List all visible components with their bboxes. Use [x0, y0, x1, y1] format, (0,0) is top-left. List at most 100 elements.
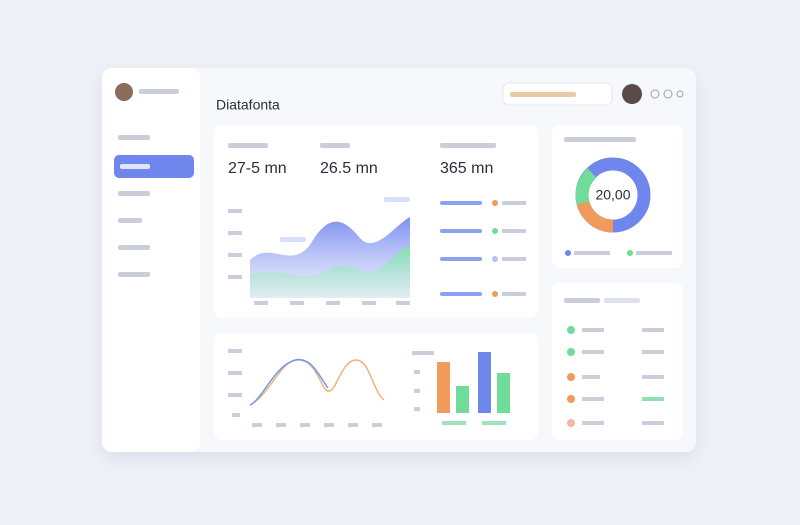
stat-value: 365 mn: [440, 160, 493, 177]
shape: [642, 328, 664, 332]
list-title: [564, 298, 600, 303]
shape: [440, 257, 482, 261]
shape: [440, 201, 482, 205]
shape: [232, 413, 240, 417]
line-chart: [228, 349, 385, 427]
profile-avatar[interactable]: [622, 84, 642, 104]
shape: [492, 291, 498, 297]
shape: [228, 209, 242, 213]
shape: [228, 349, 242, 353]
page-title: Diatafonta: [216, 97, 280, 113]
shape: [582, 375, 600, 379]
shape: [348, 423, 358, 427]
shape: [228, 253, 242, 257]
bar-chart: [412, 351, 510, 425]
shape: [642, 350, 664, 354]
shape: [497, 373, 510, 413]
shape: [437, 362, 450, 413]
donut-title: [564, 137, 636, 142]
shape: [228, 393, 242, 397]
shape: [502, 229, 526, 233]
shape: [414, 370, 420, 374]
menu-item[interactable]: [118, 245, 150, 250]
list-rows: [567, 326, 664, 427]
stat-label: [440, 143, 496, 148]
shape: [384, 197, 410, 202]
shape: [576, 200, 614, 233]
shape: [372, 423, 382, 427]
shape: [249, 359, 385, 406]
menu-item[interactable]: [118, 135, 150, 140]
shape: [280, 237, 306, 242]
shape: [582, 397, 604, 401]
legend-dot: [627, 250, 633, 256]
sidebar: [102, 68, 200, 452]
shape: [492, 256, 498, 262]
shape: [456, 386, 469, 413]
shape: [567, 348, 575, 356]
shape: [478, 352, 491, 413]
shape: [440, 229, 482, 233]
legend-label: [636, 251, 672, 255]
list-subtitle: [604, 298, 640, 303]
donut-card: [552, 125, 683, 268]
shape: [326, 301, 340, 305]
legend-label: [574, 251, 610, 255]
menu-label: [120, 164, 150, 169]
shape: [642, 421, 664, 425]
shape: [567, 419, 575, 427]
shape: [582, 350, 604, 354]
menu-item[interactable]: [118, 218, 142, 223]
shape: [414, 389, 420, 393]
shape: [228, 231, 242, 235]
shape: [362, 301, 376, 305]
shape: [642, 375, 664, 379]
icon[interactable]: [663, 89, 673, 99]
icon[interactable]: [650, 89, 660, 99]
stat-label: [228, 143, 268, 148]
shape: [290, 301, 304, 305]
progress-list: [440, 200, 526, 297]
avatar: [115, 83, 133, 101]
shape: [396, 301, 410, 305]
stat-value: 27-5 mn: [228, 160, 287, 177]
menu: [114, 135, 194, 277]
shape: [324, 423, 334, 427]
shape: [582, 328, 604, 332]
shape: [492, 200, 498, 206]
shape: [575, 168, 597, 196]
shape: [502, 257, 526, 261]
shape: [567, 373, 575, 381]
icon[interactable]: [676, 90, 684, 98]
donut-center: 20,00: [595, 187, 630, 203]
search-placeholder: [510, 92, 576, 97]
shape: [228, 371, 242, 375]
shape: [567, 395, 575, 403]
shape: [502, 292, 526, 296]
menu-item-active[interactable]: [114, 155, 194, 178]
shape: [228, 275, 242, 279]
stat-label: [320, 143, 350, 148]
legend-dot: [565, 250, 571, 256]
shape: [442, 421, 466, 425]
list-card: [552, 283, 683, 440]
shape: [252, 423, 262, 427]
shape: [414, 407, 420, 411]
shape: [412, 351, 434, 355]
user-name: [139, 89, 179, 94]
shape: [582, 421, 604, 425]
shape: [575, 194, 590, 205]
area-chart: [228, 197, 410, 305]
shape: [482, 421, 506, 425]
shape: [276, 423, 286, 427]
shape: [642, 397, 664, 401]
shape: [502, 201, 526, 205]
menu-item[interactable]: [118, 272, 150, 277]
shape: [250, 245, 410, 298]
donut: [575, 157, 651, 233]
menu-item[interactable]: [118, 191, 150, 196]
shape: [492, 228, 498, 234]
shape: [567, 326, 575, 334]
